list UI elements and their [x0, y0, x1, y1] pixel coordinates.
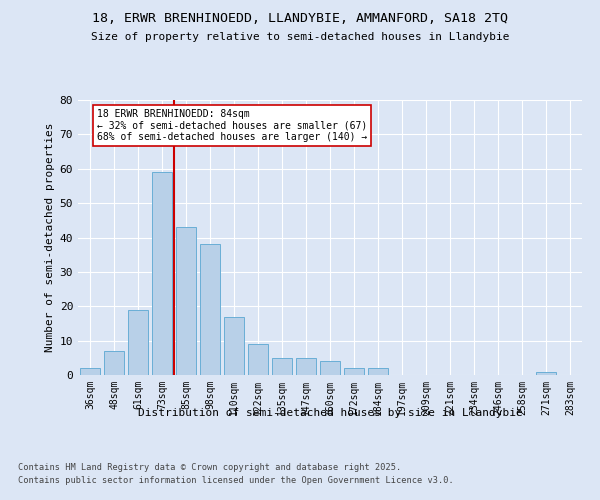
Bar: [176, 227, 196, 375]
Bar: [296, 358, 316, 375]
Bar: [536, 372, 556, 375]
Bar: [248, 344, 268, 375]
Bar: [344, 368, 364, 375]
Text: Size of property relative to semi-detached houses in Llandybie: Size of property relative to semi-detach…: [91, 32, 509, 42]
Y-axis label: Number of semi-detached properties: Number of semi-detached properties: [46, 122, 55, 352]
Bar: [272, 358, 292, 375]
Bar: [80, 368, 100, 375]
Text: Distribution of semi-detached houses by size in Llandybie: Distribution of semi-detached houses by …: [137, 408, 523, 418]
Bar: [104, 351, 124, 375]
Text: 18, ERWR BRENHINOEDD, LLANDYBIE, AMMANFORD, SA18 2TQ: 18, ERWR BRENHINOEDD, LLANDYBIE, AMMANFO…: [92, 12, 508, 26]
Text: Contains HM Land Registry data © Crown copyright and database right 2025.: Contains HM Land Registry data © Crown c…: [18, 462, 401, 471]
Bar: [128, 310, 148, 375]
Bar: [320, 361, 340, 375]
Bar: [152, 172, 172, 375]
Bar: [224, 316, 244, 375]
Text: Contains public sector information licensed under the Open Government Licence v3: Contains public sector information licen…: [18, 476, 454, 485]
Bar: [200, 244, 220, 375]
Text: 18 ERWR BRENHINOEDD: 84sqm
← 32% of semi-detached houses are smaller (67)
68% of: 18 ERWR BRENHINOEDD: 84sqm ← 32% of semi…: [97, 108, 367, 142]
Bar: [368, 368, 388, 375]
